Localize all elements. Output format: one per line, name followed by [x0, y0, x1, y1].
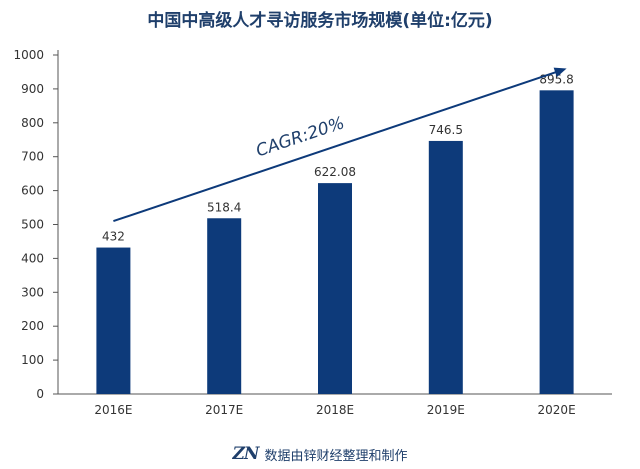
x-tick-label: 2016E	[94, 403, 132, 417]
bar	[428, 140, 463, 394]
data-label: 622.08	[314, 165, 356, 179]
y-tick-label: 0	[36, 387, 44, 401]
y-tick-label: 200	[21, 319, 44, 333]
data-label: 518.4	[207, 200, 241, 214]
x-tick-label: 2018E	[316, 403, 354, 417]
x-tick-label: 2020E	[538, 403, 576, 417]
y-tick-label: 900	[21, 82, 44, 96]
data-label: 432	[102, 230, 125, 244]
cagr-arrow-line	[113, 69, 561, 223]
y-tick-label: 1000	[13, 48, 44, 62]
chart-title: 中国中高级人才寻访服务市场规模(单位:亿元)	[147, 11, 493, 31]
x-tick-label: 2019E	[427, 403, 465, 417]
source-note: 数据由锌财经整理和制作	[264, 448, 408, 464]
cagr-annotation: CAGR:20%	[254, 113, 348, 161]
x-tick-label: 2017E	[205, 403, 243, 417]
footer: ZN 数据由锌财经整理和制作	[0, 442, 640, 466]
bar	[318, 183, 352, 394]
y-tick-label: 800	[21, 116, 44, 130]
y-tick-label: 100	[21, 353, 44, 367]
y-tick-label: 500	[21, 218, 44, 232]
y-tick-label: 300	[21, 285, 44, 299]
bar	[207, 218, 242, 394]
bar	[539, 90, 574, 395]
zn-logo: ZN	[232, 444, 260, 464]
data-label: 746.5	[429, 123, 463, 137]
bar	[96, 247, 131, 394]
y-tick-label: 700	[21, 150, 44, 164]
y-tick-label: 400	[21, 251, 44, 265]
cagr-arrow-head	[553, 67, 567, 78]
y-tick-label: 600	[21, 184, 44, 198]
